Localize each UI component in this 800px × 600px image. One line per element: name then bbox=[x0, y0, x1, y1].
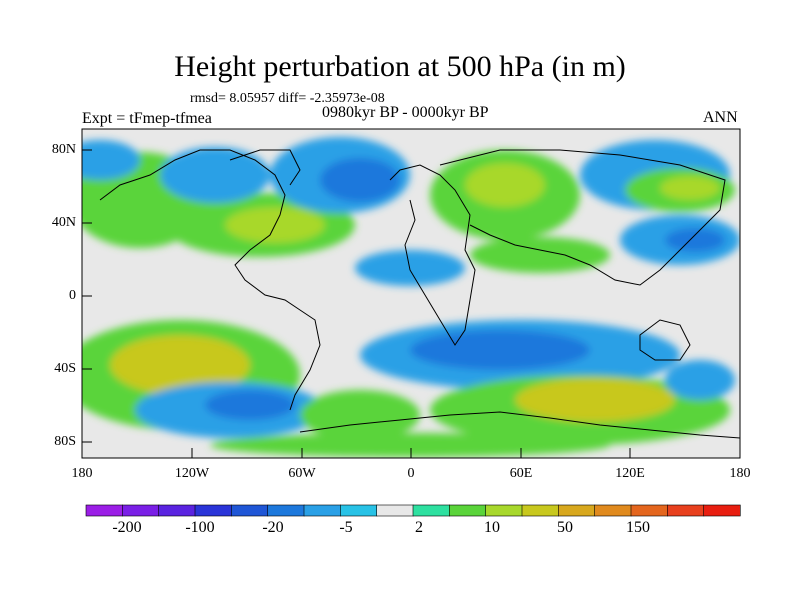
bering-negative bbox=[82, 140, 140, 180]
colorbar-swatch bbox=[630, 504, 668, 517]
lon-label-180w: 180 bbox=[71, 466, 93, 481]
coastlines bbox=[99, 149, 740, 439]
colorbar-swatch bbox=[412, 504, 450, 517]
colorbar-swatch bbox=[158, 504, 196, 517]
greenland-region bbox=[229, 149, 301, 186]
colorbar-label: 10 bbox=[484, 519, 500, 536]
colorbar bbox=[85, 504, 741, 517]
americas-coast bbox=[99, 149, 321, 411]
colorbar-label: -200 bbox=[112, 519, 142, 536]
southern-ocean-core bbox=[515, 378, 675, 422]
colorbar-swatch bbox=[231, 504, 269, 517]
colorbar-label: -100 bbox=[185, 519, 215, 536]
colorbar-label: -5 bbox=[339, 519, 353, 536]
japan-negative-core bbox=[665, 228, 725, 252]
lon-label-60e: 60E bbox=[509, 466, 533, 481]
australia-coast bbox=[639, 319, 691, 361]
tasman-negative bbox=[665, 360, 735, 400]
europe-africa-coast bbox=[389, 164, 476, 346]
russia-positive-core bbox=[465, 163, 545, 207]
colorbar-label: -20 bbox=[262, 519, 284, 536]
natlantic-negative-core bbox=[320, 158, 400, 202]
colorbar-swatch bbox=[594, 504, 632, 517]
season-label: ANN bbox=[703, 109, 738, 126]
antarctica-coast bbox=[299, 411, 740, 439]
arctic-canada-negative bbox=[160, 147, 270, 203]
lon-ticks bbox=[81, 448, 741, 458]
colorbar-swatch bbox=[485, 504, 523, 517]
colorbar-swatch bbox=[558, 504, 596, 517]
lon-label-0: 0 bbox=[407, 466, 415, 481]
satlantic-indian-core bbox=[410, 330, 590, 370]
lat-label-80s: 80S bbox=[54, 434, 76, 449]
colorbar-label: 50 bbox=[557, 519, 573, 536]
colorbar-swatch bbox=[194, 504, 232, 517]
colorbar-swatch bbox=[340, 504, 378, 517]
asia-coast bbox=[439, 149, 726, 286]
map-field bbox=[82, 129, 740, 458]
colorbar-label: 150 bbox=[626, 519, 650, 536]
antarctic-positive bbox=[210, 433, 610, 457]
south-atlantic-positive bbox=[300, 390, 420, 440]
colorbar-label: 2 bbox=[415, 519, 423, 536]
lat-label-40n: 40N bbox=[51, 215, 76, 230]
colorbar-swatch bbox=[267, 504, 305, 517]
lon-label-60w: 60W bbox=[288, 466, 316, 481]
period-label: 0980kyr BP - 0000kyr BP bbox=[322, 104, 489, 121]
colorbar-swatch bbox=[703, 504, 741, 517]
colorbar-swatch bbox=[449, 504, 487, 517]
colorbar-swatch bbox=[303, 504, 341, 517]
nw-pacific-core bbox=[660, 176, 720, 200]
lat-label-0: 0 bbox=[69, 288, 76, 303]
lon-label-120w: 120W bbox=[174, 466, 210, 481]
lat-label-80n: 80N bbox=[51, 142, 76, 157]
colorbar-swatch bbox=[667, 504, 705, 517]
colorbar-swatch bbox=[376, 504, 414, 517]
asia-positive bbox=[470, 237, 610, 273]
page-title: Height perturbation at 500 hPa (in m) bbox=[174, 50, 626, 83]
colorbar-swatch bbox=[122, 504, 160, 517]
colorbar-swatch bbox=[521, 504, 559, 517]
spacific-positive-core bbox=[110, 335, 250, 395]
lat-ticks bbox=[82, 149, 92, 443]
spacific-negative-core bbox=[205, 390, 295, 420]
lon-label-120e: 120E bbox=[615, 466, 645, 481]
lon-label-180e: 180 bbox=[729, 466, 751, 481]
lat-label-40s: 40S bbox=[54, 361, 76, 376]
colorbar-swatch bbox=[85, 504, 123, 517]
stats-text: rmsd= 8.05957 diff= -2.35973e-08 bbox=[190, 91, 385, 106]
experiment-label: Expt = tFmep-tfmea bbox=[82, 110, 212, 127]
